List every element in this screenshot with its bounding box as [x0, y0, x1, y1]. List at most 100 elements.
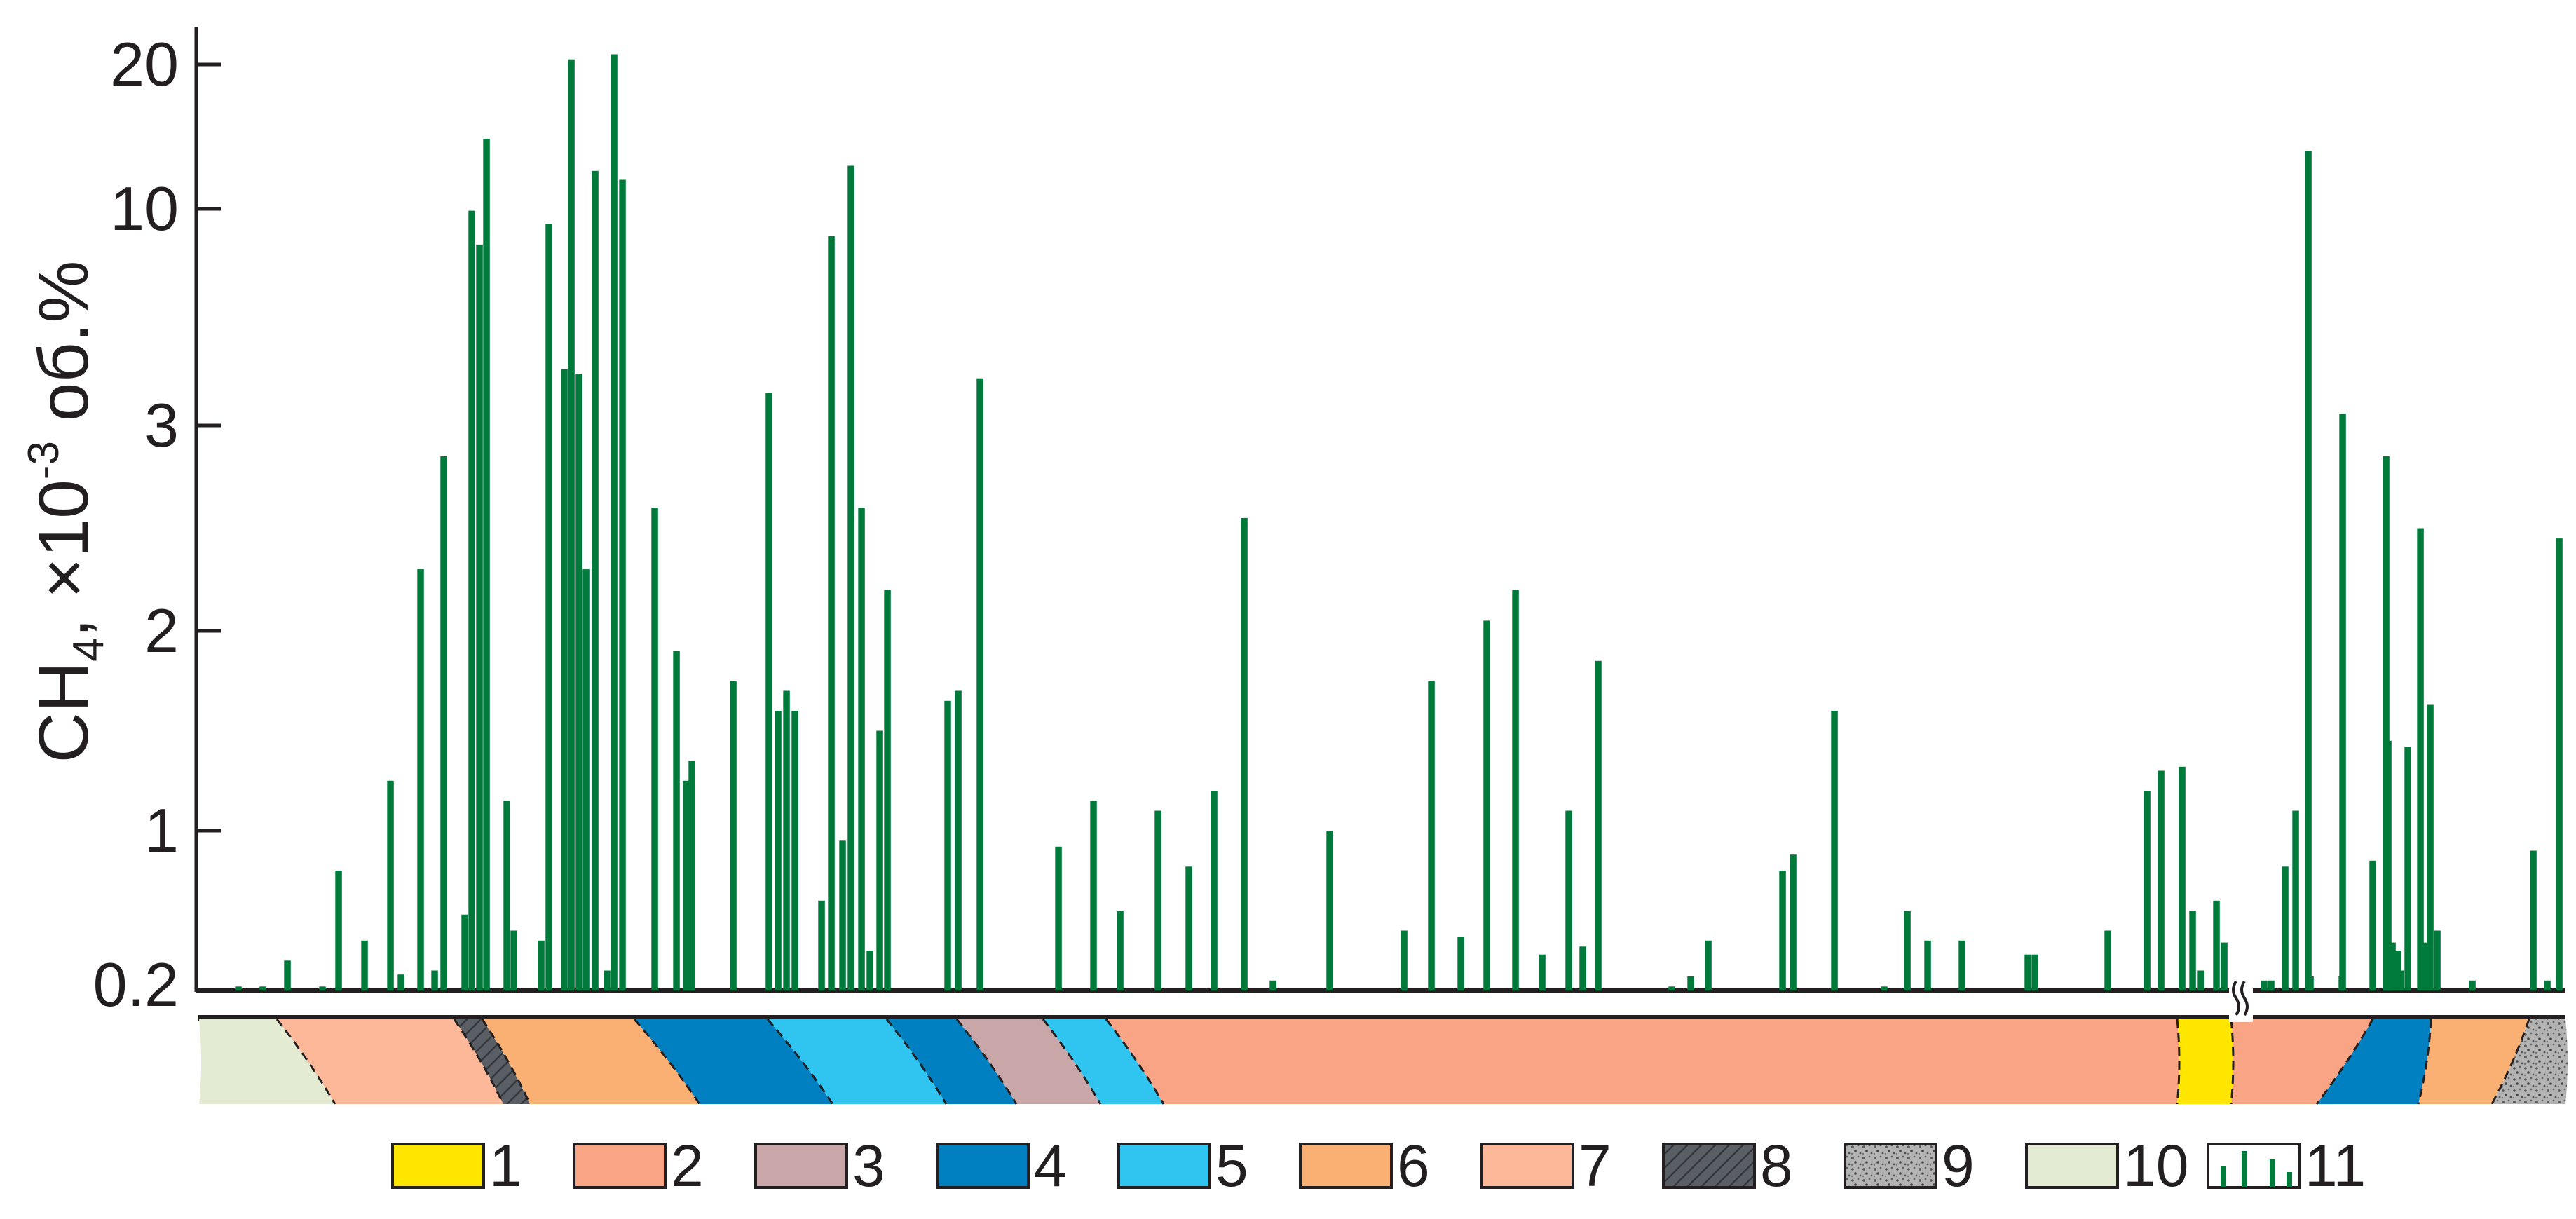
y-tick-label-10: 10	[110, 174, 179, 243]
bar	[1154, 810, 1161, 990]
bar	[2213, 900, 2220, 991]
bar	[1705, 940, 1712, 991]
bar	[1211, 791, 1218, 990]
bar	[2197, 970, 2204, 990]
legend-label-1: 1	[489, 1133, 522, 1199]
geological-section	[199, 1019, 2568, 1105]
section-layer-2	[2231, 1019, 2373, 1104]
legend-swatch-4	[936, 1143, 1030, 1189]
y-tick-label-0.2: 0.2	[93, 950, 179, 1019]
bar	[2024, 954, 2031, 990]
ylabel-mid: , ×10	[25, 479, 103, 637]
bar	[592, 170, 599, 990]
legend-swatch-7	[1480, 1143, 1574, 1189]
legend-label-8: 8	[1760, 1133, 1793, 1199]
y-tick-label-20: 20	[110, 29, 179, 99]
bar	[688, 761, 695, 991]
section-layer-4	[634, 1019, 833, 1104]
legend-label-9: 9	[1942, 1133, 1975, 1199]
bar	[858, 508, 865, 990]
bar	[319, 986, 326, 990]
section-boundary	[955, 1019, 1018, 1105]
legend-label-2: 2	[671, 1133, 704, 1199]
section-layer-6	[482, 1019, 700, 1104]
bar	[2158, 770, 2165, 990]
bar	[1269, 980, 1276, 991]
bar	[730, 681, 737, 991]
bar	[876, 730, 883, 990]
bar	[2556, 538, 2563, 990]
bar	[2305, 151, 2312, 990]
bar	[1512, 590, 1519, 990]
bar	[1904, 911, 1911, 990]
bar	[235, 986, 242, 990]
section-layer-5	[1043, 1019, 1164, 1104]
y-tick-label-2: 2	[144, 596, 179, 665]
ylabel-base: CH	[25, 662, 103, 763]
legend-swatch-6	[1299, 1143, 1393, 1189]
bar	[1831, 711, 1838, 990]
bar	[783, 690, 790, 990]
bar	[1958, 940, 1965, 991]
legend-label-6: 6	[1397, 1133, 1430, 1199]
bar	[1687, 976, 1694, 990]
y-tick-label-1: 1	[144, 796, 179, 865]
bar	[468, 210, 475, 991]
section-layer-1	[2177, 1019, 2233, 1104]
legend-label-10: 10	[2123, 1133, 2188, 1199]
bar	[545, 224, 552, 990]
section-boundary	[275, 1019, 336, 1105]
section-boundary	[2315, 1019, 2374, 1105]
bar	[259, 986, 266, 990]
legend-swatch-8	[1662, 1143, 1756, 1189]
bar	[1790, 854, 1797, 990]
legend-swatch-2	[573, 1143, 667, 1189]
bar	[2417, 528, 2424, 990]
bar	[847, 165, 854, 990]
bar	[2434, 930, 2441, 990]
bar	[1924, 940, 1931, 991]
legend-bar-glyph	[2242, 1151, 2247, 1187]
section-layer-8	[454, 1019, 530, 1104]
bar	[2427, 704, 2434, 990]
bar	[440, 456, 447, 990]
section-boundary	[1105, 1019, 1165, 1105]
bar	[2421, 942, 2428, 990]
bar	[818, 900, 825, 991]
bar	[397, 974, 404, 990]
section-layer-9	[2492, 1019, 2568, 1104]
legend: 1 2 3 4 5 6 7 8 9 10 11	[391, 1133, 2366, 1199]
bar	[955, 690, 962, 990]
bar	[1779, 871, 1786, 990]
bar	[538, 940, 545, 991]
bar	[2339, 414, 2346, 990]
section-boundary	[2176, 1019, 2181, 1105]
bar	[575, 374, 582, 990]
bar	[510, 930, 517, 990]
section-boundary	[2230, 1019, 2235, 1105]
bar	[335, 871, 342, 990]
section-layer-3	[957, 1019, 1100, 1104]
bar	[1055, 846, 1062, 990]
bar	[2189, 911, 2196, 990]
section-boundary	[2417, 1019, 2432, 1105]
legend-label-3: 3	[852, 1133, 885, 1199]
bar	[828, 236, 835, 991]
bar	[944, 700, 951, 991]
bars	[235, 54, 2563, 991]
bar	[483, 139, 490, 990]
bar	[2530, 850, 2537, 990]
section-boundary	[453, 1019, 505, 1105]
bar	[2144, 791, 2151, 990]
bar	[1565, 810, 1572, 990]
bar	[284, 960, 291, 991]
bar	[765, 393, 772, 990]
legend-label-7: 7	[1579, 1133, 1611, 1199]
legend-label-4: 4	[1034, 1133, 1067, 1199]
bar	[651, 508, 658, 990]
bar	[476, 244, 483, 990]
bar	[1428, 681, 1435, 991]
bar	[2292, 810, 2299, 990]
legend-swatch-1	[391, 1143, 485, 1189]
